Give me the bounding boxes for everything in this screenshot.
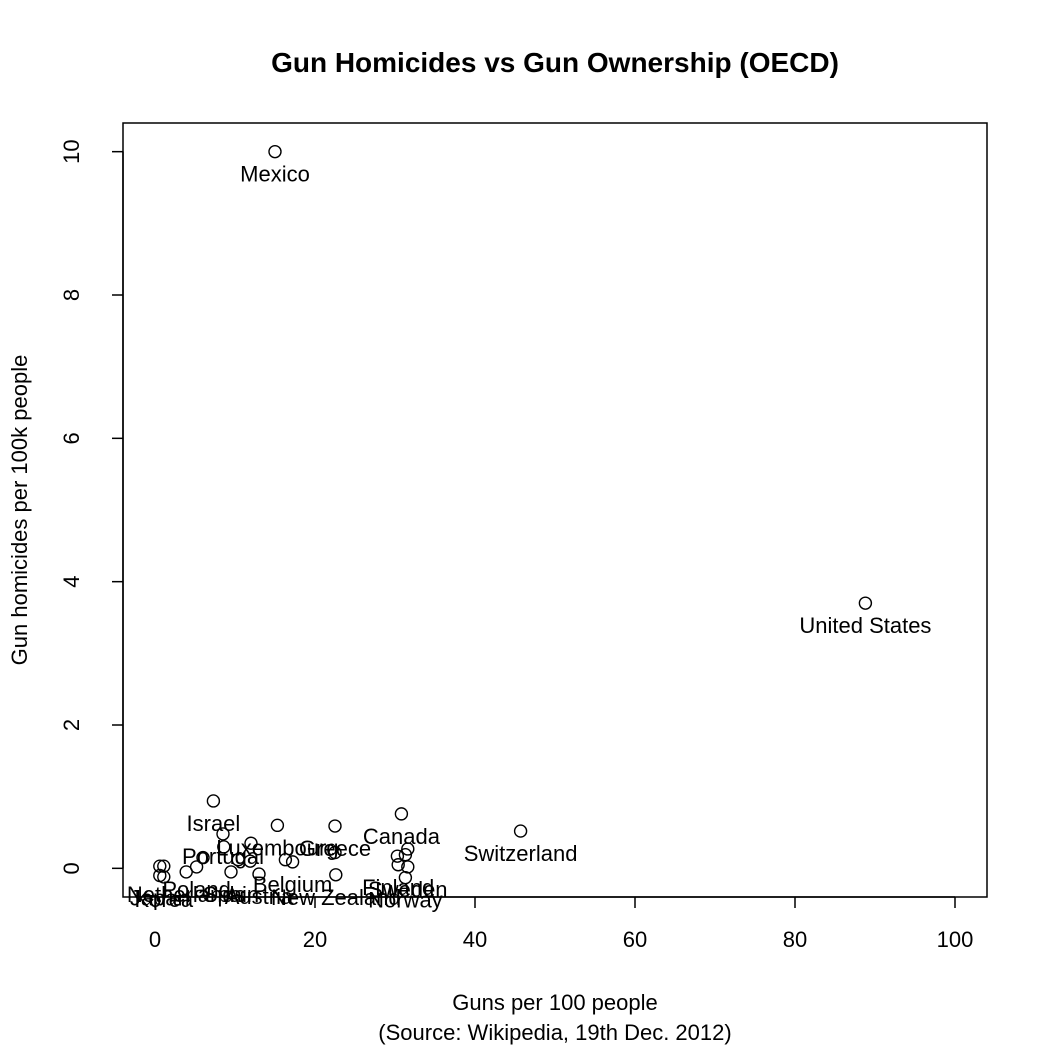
data-point-10 (328, 845, 342, 860)
point-label-29: Japan (130, 886, 190, 911)
x-tick-label-3: 60 (623, 927, 647, 952)
x-tick-label-4: 80 (783, 927, 807, 952)
point-label-6: Luxembourg (216, 835, 338, 860)
point-label-26: Austria (225, 884, 294, 909)
data-point-6 (270, 818, 285, 833)
data-point-4 (206, 794, 221, 808)
data-point-2 (513, 824, 528, 838)
point-label-2: Switzerland (464, 841, 578, 866)
data-point-18 (285, 855, 300, 869)
data-point-9 (217, 840, 231, 854)
data-point-0 (268, 144, 282, 159)
point-label-18: Belgium (253, 872, 332, 897)
point-label-30: Korea (134, 887, 193, 912)
data-point-25 (224, 865, 238, 879)
point-label-7: Portugal (182, 844, 264, 869)
data-point-1 (858, 596, 873, 610)
y-tick-label-2: 4 (59, 576, 84, 588)
data-point-8 (244, 836, 258, 850)
data-point-11 (401, 842, 415, 856)
data-point-22 (157, 859, 171, 873)
y-tick-label-4: 8 (59, 289, 84, 301)
data-point-26 (252, 867, 266, 881)
x-axis: 0 20 40 60 80 100 (149, 896, 974, 952)
point-label-3: Canada (363, 824, 441, 849)
data-point-27 (329, 868, 343, 882)
data-point-7 (216, 827, 230, 841)
y-tick-label-5: 10 (59, 139, 84, 163)
point-label-1: United States (799, 613, 931, 638)
data-point-28 (398, 870, 413, 885)
point-label-24: Poland (162, 877, 231, 902)
y-axis: 0 2 4 6 8 10 (59, 139, 124, 874)
x-tick-label-5: 100 (937, 927, 974, 952)
point-label-25: Spain (203, 882, 259, 907)
x-tick-label-2: 40 (463, 927, 487, 952)
y-axis-label: Gun homicides per 100k people (7, 355, 32, 666)
point-label-19: Finland (362, 875, 434, 900)
data-point-5 (328, 819, 342, 833)
x-axis-source: (Source: Wikipedia, 19th Dec. 2012) (378, 1020, 731, 1045)
point-label-23: Netherlands (127, 882, 246, 907)
data-point-13 (390, 849, 405, 863)
x-axis-label: Guns per 100 people (452, 990, 658, 1015)
data-point-16 (278, 853, 293, 867)
y-tick-label-0: 0 (59, 862, 84, 874)
x-tick-label-1: 20 (303, 927, 327, 952)
chart-title: Gun Homicides vs Gun Ownership (OECD) (271, 47, 839, 78)
x-tick-label-0: 0 (149, 927, 161, 952)
data-point-3 (394, 807, 409, 821)
plot-frame (122, 122, 988, 898)
data-point-14 (196, 850, 210, 865)
point-label-20: Sweden (368, 877, 448, 902)
data-point-30 (157, 870, 171, 884)
point-label-0: Mexico (240, 162, 310, 187)
data-point-17 (243, 854, 257, 868)
y-tick-label-1: 2 (59, 719, 84, 731)
point-label-4: Israel (187, 811, 241, 836)
data-point-24 (189, 860, 204, 874)
point-label-27: New Zealand (271, 885, 401, 910)
y-tick-label-3: 6 (59, 432, 84, 444)
point-label-5: Greece (299, 836, 371, 861)
point-labels: Mexico United States Switzerland Canada Isra… (127, 162, 932, 913)
point-label-28: Norway (368, 888, 443, 913)
data-points (153, 144, 873, 885)
data-point-19 (391, 858, 405, 872)
